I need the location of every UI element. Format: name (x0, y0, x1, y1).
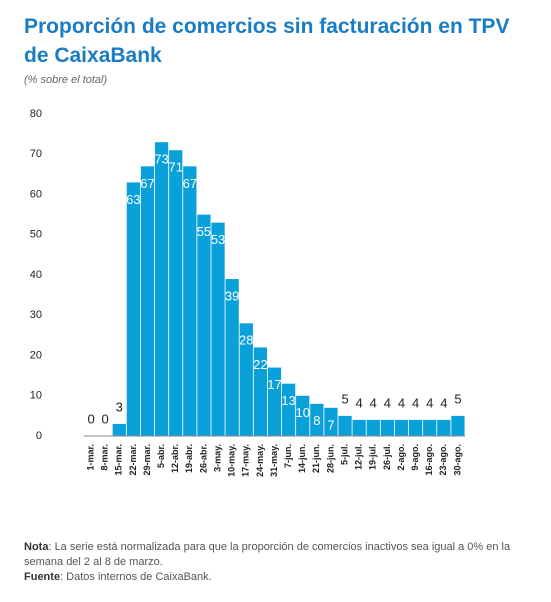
x-tick-label: 31-may. (269, 444, 279, 477)
bar (267, 367, 282, 436)
data-label: 10 (295, 405, 309, 420)
bar (408, 419, 423, 436)
data-label: 71 (168, 160, 182, 175)
bar (197, 214, 211, 436)
data-label: 4 (384, 395, 391, 410)
y-tick-label: 80 (30, 108, 42, 120)
data-label: 4 (398, 395, 405, 410)
y-tick-label: 40 (30, 269, 42, 281)
data-label: 4 (426, 395, 433, 410)
bar (366, 419, 380, 436)
x-tick-label: 22-mar. (128, 444, 138, 476)
x-tick-label: 24-may. (255, 444, 265, 477)
x-tick-label: 8-mar. (100, 444, 110, 471)
source: Fuente: Datos internos de CaixaBank. (24, 570, 529, 585)
data-label: 4 (370, 395, 377, 410)
data-label: 17 (267, 377, 281, 392)
data-label: 28 (239, 333, 253, 348)
bar (183, 166, 197, 436)
data-label: 4 (356, 395, 363, 410)
bar (281, 383, 296, 436)
bar (296, 395, 310, 436)
y-tick-label: 70 (30, 148, 42, 160)
chart-subtitle: (% sobre el total) (24, 74, 108, 86)
y-tick-label: 0 (36, 430, 42, 442)
bar (310, 403, 324, 436)
bar (253, 347, 268, 436)
data-label: 73 (154, 152, 168, 167)
bar (126, 182, 141, 436)
bar (437, 419, 451, 436)
data-label: 67 (140, 176, 154, 191)
data-label: 4 (412, 395, 419, 410)
x-tick-label: 21-jun. (311, 444, 321, 473)
bar (140, 166, 155, 436)
bar (239, 323, 253, 436)
x-tick-label: 26-abr. (198, 444, 208, 473)
data-label: 63 (126, 192, 140, 207)
x-tick-label: 2-ago. (396, 444, 406, 471)
data-label: 0 (87, 411, 94, 426)
source-label: Fuente (24, 571, 61, 583)
data-label: 5 (454, 391, 461, 406)
data-label: 4 (440, 395, 447, 410)
x-tick-label: 28-jun. (325, 444, 335, 473)
note-text: : La serie está normalizada para que la … (24, 541, 511, 568)
x-tick-label: 5-jul. (339, 444, 349, 465)
y-tick-label: 30 (30, 309, 42, 321)
data-label: 0 (102, 411, 109, 426)
x-tick-label: 7-jun. (283, 444, 293, 468)
x-tick-label: 5-abr. (156, 444, 166, 468)
y-tick-label: 10 (30, 390, 42, 402)
bar (169, 150, 183, 436)
y-tick-label: 60 (30, 188, 42, 200)
data-label: 22 (253, 357, 267, 372)
y-tick-label: 50 (30, 229, 42, 241)
source-text: : Datos internos de CaixaBank. (60, 571, 212, 583)
bar (112, 423, 126, 436)
bar (154, 142, 169, 437)
bar (423, 419, 437, 436)
data-label: 67 (183, 176, 197, 191)
x-tick-label: 3-may. (212, 444, 222, 472)
notes: Nota: La serie está normalizada para que… (24, 540, 529, 585)
data-label: 8 (313, 413, 320, 428)
x-tick-label: 29-mar. (142, 444, 152, 476)
data-label: 5 (341, 391, 348, 406)
x-tick-label: 10-may. (227, 444, 237, 477)
bar (352, 419, 366, 436)
data-label: 55 (197, 224, 211, 239)
y-tick-label: 20 (30, 349, 42, 361)
x-tick-label: 1-mar. (85, 444, 95, 471)
data-label: 7 (327, 417, 334, 432)
data-label: 13 (281, 393, 295, 408)
chart-title: Proporción de comercios sin facturación … (24, 15, 510, 67)
bar (211, 222, 225, 436)
x-tick-label: 23-ago. (438, 444, 448, 476)
bar (380, 419, 395, 436)
x-tick-label: 19-abr. (184, 444, 194, 473)
bar (338, 415, 352, 436)
data-label: 39 (225, 288, 239, 303)
x-tick-label: 12-jul. (354, 444, 364, 470)
note: Nota: La serie está normalizada para que… (24, 540, 529, 570)
bar (451, 415, 465, 436)
data-label: 53 (211, 232, 225, 247)
bar (225, 279, 239, 436)
x-tick-label: 26-jul. (382, 444, 392, 470)
x-tick-label: 17-may. (241, 444, 251, 477)
x-tick-label: 9-ago. (410, 444, 420, 471)
data-label: 3 (116, 399, 123, 414)
note-label: Nota (24, 541, 49, 553)
x-tick-label: 16-ago. (424, 444, 434, 476)
x-tick-label: 12-abr. (170, 444, 180, 473)
bar (324, 407, 338, 436)
x-tick-label: 19-jul. (368, 444, 378, 470)
x-tick-label: 15-mar. (114, 444, 124, 476)
x-tick-label: 14-jun. (297, 444, 307, 473)
bar (394, 419, 409, 436)
x-tick-label: 30-ago. (452, 444, 462, 476)
